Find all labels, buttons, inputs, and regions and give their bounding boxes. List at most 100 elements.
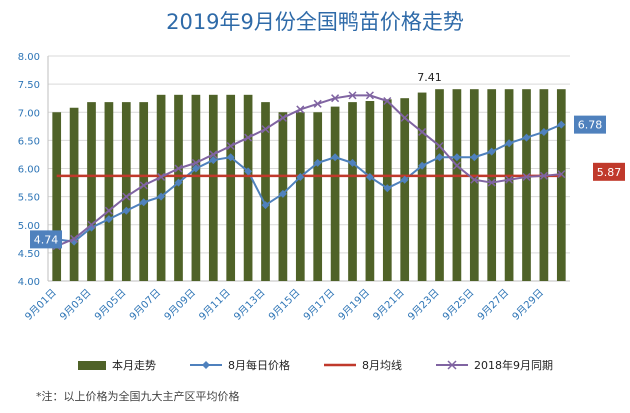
point-daily xyxy=(174,178,183,187)
y-tick-label: 6.50 xyxy=(18,136,40,147)
bar xyxy=(295,112,305,281)
point-lastyear xyxy=(296,105,305,114)
y-tick-label: 4.00 xyxy=(18,277,40,288)
point-lastyear xyxy=(383,96,392,106)
bar xyxy=(504,89,514,281)
chart-title: 2019年9月份全国鸭苗价格走势 xyxy=(166,10,464,34)
point-lastyear xyxy=(505,175,514,184)
bar xyxy=(365,101,375,281)
bar xyxy=(556,89,566,281)
bar xyxy=(69,107,79,281)
point-lastyear xyxy=(174,164,183,173)
y-tick-label: 5.00 xyxy=(18,221,40,232)
footnote: *注：以上价格为全国九大主产区平均价格 xyxy=(36,390,240,403)
bar xyxy=(522,89,531,281)
point-daily xyxy=(522,133,531,142)
bar xyxy=(313,112,323,281)
point-daily xyxy=(383,184,392,193)
point-daily xyxy=(418,161,427,170)
bar xyxy=(348,102,357,281)
y-tick-label: 8.00 xyxy=(18,52,40,63)
point-lastyear xyxy=(470,175,479,184)
legend: 本月走势 8月每日价格 8月均线 2018年9月同期 xyxy=(78,356,587,374)
point-lastyear xyxy=(331,94,340,103)
point-daily xyxy=(470,153,479,162)
x-tick-label: 9月23日 xyxy=(405,287,441,323)
x-tick-label: 9月21日 xyxy=(371,287,407,323)
bar xyxy=(243,94,253,281)
point-daily xyxy=(226,153,235,162)
legend-label: 本月走势 xyxy=(112,359,156,372)
x-tick-label: 9月25日 xyxy=(440,287,476,323)
point-lastyear xyxy=(539,171,548,180)
x-tick-label: 9月27日 xyxy=(475,287,511,323)
point-lastyear xyxy=(191,158,200,167)
bar xyxy=(121,102,131,281)
x-tick-label: 9月19日 xyxy=(336,287,372,323)
legend-item-daily: 8月每日价格 xyxy=(190,357,290,373)
point-daily xyxy=(296,172,305,181)
point-lastyear xyxy=(348,91,357,100)
point-daily xyxy=(278,189,287,198)
point-daily xyxy=(70,237,79,246)
point-lastyear xyxy=(104,206,113,215)
bar xyxy=(330,106,340,281)
point-daily xyxy=(261,201,270,210)
x-tick-label: 9月03日 xyxy=(57,287,93,323)
x-tick-label: 9月05日 xyxy=(92,287,128,323)
point-daily xyxy=(313,158,322,167)
point-lastyear xyxy=(278,113,287,122)
y-tick-label: 4.50 xyxy=(18,249,40,260)
point-daily xyxy=(348,158,357,167)
legend-item-avg: 8月均线 xyxy=(324,357,402,373)
x-tick-label: 9月09日 xyxy=(162,287,198,323)
point-lastyear xyxy=(122,192,131,201)
point-lastyear xyxy=(435,141,444,151)
legend-label: 8月均线 xyxy=(362,359,402,372)
x-axis-ticks: 9月01日 9月03日 9月05日 9月07日 9月09日 9月11日 9月13日 9月15日… xyxy=(23,287,546,323)
point-daily xyxy=(365,172,374,181)
y-tick-label: 7.50 xyxy=(18,80,40,91)
point-daily xyxy=(539,127,548,136)
x-tick-label: 9月07日 xyxy=(127,287,163,323)
y-tick-label: 7.00 xyxy=(18,108,40,119)
point-lastyear xyxy=(557,170,566,179)
value-callouts: 7.41 4.74 6.78 5.87 xyxy=(30,71,625,249)
point-daily xyxy=(331,153,340,162)
x-tick-label: 9月01日 xyxy=(23,287,59,323)
point-lastyear xyxy=(261,125,270,134)
point-daily xyxy=(505,139,514,148)
point-daily xyxy=(104,215,113,224)
point-lastyear xyxy=(522,172,531,181)
bar xyxy=(452,89,462,281)
point-lastyear xyxy=(452,161,461,170)
avg-callout-box xyxy=(593,162,625,181)
legend-item-lastyear: 2018年9月同期 xyxy=(436,357,553,373)
legend-label: 8月每日价格 xyxy=(228,359,290,372)
point-daily xyxy=(157,192,166,201)
point-daily xyxy=(87,223,96,232)
point-lastyear xyxy=(157,172,166,181)
bar xyxy=(156,94,166,281)
bar xyxy=(261,102,270,281)
point-lastyear xyxy=(365,91,374,100)
x-tick-label: 9月13日 xyxy=(231,287,267,323)
grid-lines xyxy=(47,55,570,282)
y-tick-label: 5.50 xyxy=(18,193,40,204)
end-daily-callout-box xyxy=(574,115,606,134)
bar xyxy=(469,89,479,281)
avg-callout: 5.87 xyxy=(597,166,622,179)
point-daily xyxy=(122,206,131,215)
bar xyxy=(539,89,549,281)
point-lastyear xyxy=(139,181,148,190)
cross-line-icon xyxy=(436,360,468,370)
bar xyxy=(400,98,410,281)
point-daily xyxy=(557,120,566,129)
bar xyxy=(104,102,114,281)
point-lastyear xyxy=(209,150,218,159)
bar-swatch-icon xyxy=(78,360,106,370)
point-lastyear xyxy=(226,141,235,151)
start-daily-callout-box xyxy=(30,230,62,249)
y-tick-label: 6.00 xyxy=(18,165,40,176)
point-lastyear xyxy=(70,234,79,243)
